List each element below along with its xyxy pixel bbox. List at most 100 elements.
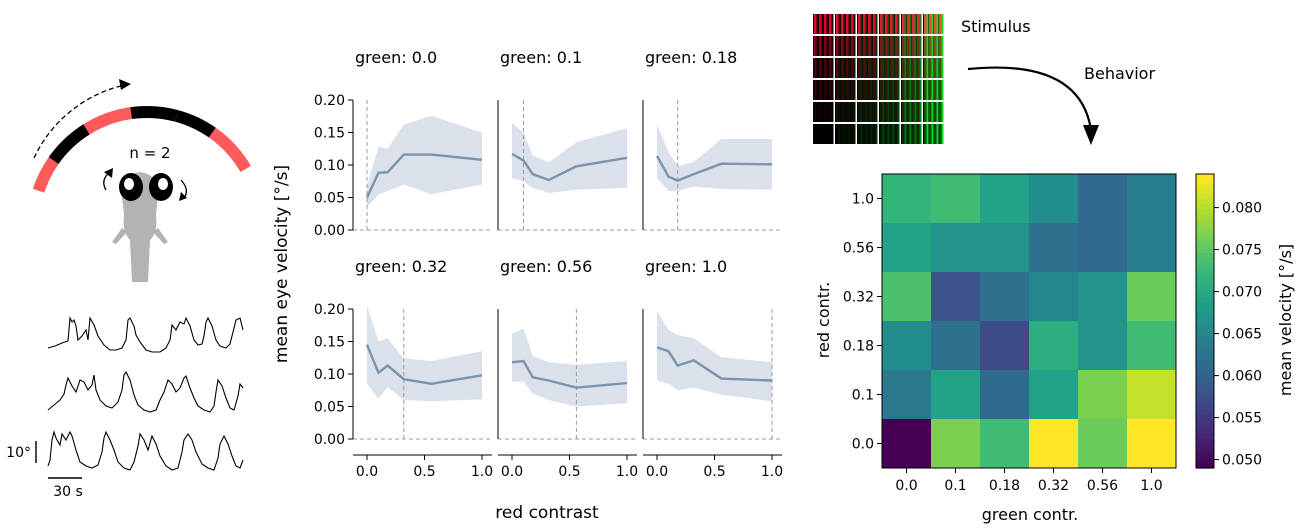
thumb-green-stripe: [909, 102, 912, 122]
colorbar-step: [1196, 428, 1214, 435]
thumb-green-stripe: [848, 58, 851, 78]
thumb-red-stripe: [868, 102, 871, 122]
y-tick-label: 0.00: [314, 432, 345, 448]
heatmap-cell: [882, 272, 932, 322]
thumb-green-stripe: [870, 36, 873, 56]
thumb-red-stripe: [841, 124, 844, 144]
stimulus-thumb: [879, 58, 900, 78]
heatmap-cell: [1127, 272, 1177, 322]
thumb-red-stripe: [907, 102, 910, 122]
thumb-green-stripe: [831, 36, 834, 56]
thumb-green-stripe: [919, 124, 922, 144]
heatmap-cell: [980, 370, 1030, 420]
confidence-band: [367, 305, 482, 402]
x-tick-label: 0.5: [413, 464, 435, 480]
panel-4: green: 0.32 0.00 0.05 0.10 0.15 0.20 0.0 0.5 1.0: [314, 257, 493, 480]
thumb-green-stripe: [904, 14, 907, 34]
thumb-red-stripe: [885, 124, 888, 144]
behavior-label: Behavior: [1084, 64, 1155, 83]
heatmap-cell: [882, 174, 932, 224]
thumb-red-stripe: [841, 14, 844, 34]
thumb-red-stripe: [814, 58, 817, 78]
thumb-green-stripe: [875, 14, 878, 34]
thumb-red-stripe: [902, 102, 905, 122]
stimulus-thumb: [857, 102, 878, 122]
stimulus-thumb: [835, 58, 856, 78]
x-tick-label: 1.0: [761, 464, 783, 480]
thumb-red-stripe: [868, 80, 871, 100]
thumb-green-stripe: [860, 80, 863, 100]
mean-line: [511, 152, 628, 182]
thumb-red-stripe: [907, 124, 910, 144]
thumb-red-stripe: [902, 14, 905, 34]
thumb-red-stripe: [890, 80, 893, 100]
colorbar-step: [1196, 419, 1214, 425]
thumb-green-stripe: [816, 80, 819, 100]
colorbar-step: [1196, 394, 1214, 400]
scale-label-deg: 10°: [6, 445, 31, 461]
colorbar-step: [1196, 360, 1214, 366]
thumb-red-stripe: [912, 58, 915, 78]
colorbar-step: [1196, 423, 1214, 430]
colorbar-step: [1196, 443, 1214, 449]
thumb-red-stripe: [895, 14, 898, 34]
thumb-red-stripe: [924, 124, 927, 144]
stimulus-thumb: [923, 58, 944, 78]
thumb-green-stripe: [914, 36, 917, 56]
stimulus-thumb: [923, 124, 944, 144]
thumb-red-stripe: [814, 102, 817, 122]
colorbar-step: [1196, 174, 1214, 180]
thumb-green-stripe: [843, 80, 846, 100]
thumb-green-stripe: [904, 36, 907, 56]
panel-title: green: 0.1: [500, 48, 582, 67]
thumb-green-stripe: [826, 36, 829, 56]
stimulus-thumb: [857, 14, 878, 34]
ring-segment: [208, 127, 239, 157]
thumb-green-stripe: [892, 58, 895, 78]
thumb-green-stripe: [821, 124, 824, 144]
colorbar-step: [1196, 198, 1214, 204]
colorbar-label: mean velocity [°/s]: [1276, 244, 1295, 396]
thumb-green-stripe: [936, 14, 939, 34]
y-tick-label: 0.20: [314, 302, 345, 318]
heatmap-cell: [931, 223, 981, 273]
thumb-red-stripe: [934, 36, 937, 56]
colorbar-step: [1196, 223, 1214, 229]
thumb-red-stripe: [819, 14, 822, 34]
ring-segment: [32, 157, 59, 193]
thumb-green-stripe: [941, 124, 944, 144]
thumb-red-stripe: [885, 14, 888, 34]
colorbar-step: [1196, 193, 1214, 200]
thumb-green-stripe: [821, 14, 824, 34]
heatmap-cell: [1127, 419, 1177, 469]
thumb-green-stripe: [926, 36, 929, 56]
heatmap-x-tick-label: 0.32: [1038, 478, 1069, 494]
thumb-red-stripe: [829, 58, 832, 78]
thumb-green-stripe: [843, 36, 846, 56]
thumb-green-stripe: [860, 102, 863, 122]
thumb-green-stripe: [848, 80, 851, 100]
thumb-green-stripe: [936, 80, 939, 100]
thumb-green-stripe: [875, 124, 878, 144]
ring-segment: [83, 107, 133, 135]
thumb-green-stripe: [838, 124, 841, 144]
heatmap-cell: [1029, 272, 1079, 322]
y-tick-label: 0.15: [314, 126, 345, 142]
colorbar-step: [1196, 379, 1214, 386]
y-tick-label: 0.00: [314, 223, 345, 239]
colorbar-step: [1196, 340, 1214, 347]
thumb-red-stripe: [873, 36, 876, 56]
thumb-green-stripe: [926, 14, 929, 34]
colorbar-step: [1196, 458, 1214, 464]
thumb-green-stripe: [838, 14, 841, 34]
x-axis-label: red contrast: [495, 503, 599, 523]
colorbar-tick-label: 0.080: [1222, 201, 1262, 217]
thumb-red-stripe: [902, 124, 905, 144]
thumb-red-stripe: [824, 36, 827, 56]
thumb-red-stripe: [841, 102, 844, 122]
heatmap-cell: [882, 370, 932, 420]
rotation-arrowhead: [119, 79, 131, 90]
thumb-red-stripe: [917, 80, 920, 100]
heatmap-cell: [1078, 370, 1128, 420]
